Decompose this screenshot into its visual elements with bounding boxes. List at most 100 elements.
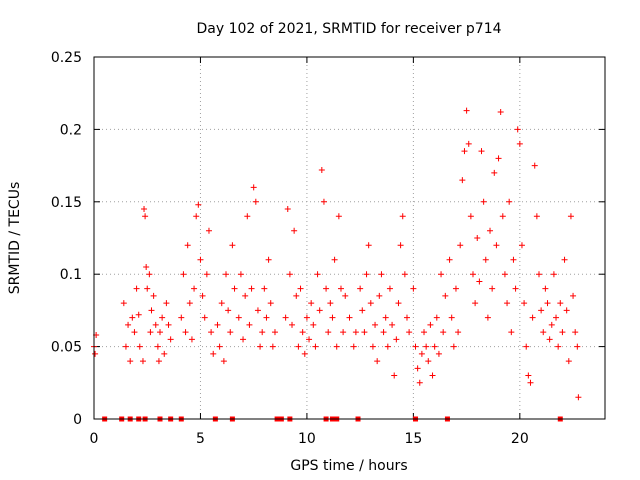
data-point bbox=[567, 213, 574, 220]
data-point bbox=[525, 372, 532, 379]
data-point bbox=[335, 213, 342, 220]
data-point bbox=[152, 321, 159, 328]
data-point bbox=[197, 256, 204, 263]
data-point bbox=[143, 263, 150, 270]
data-point bbox=[374, 358, 381, 365]
data-point bbox=[312, 343, 319, 350]
data-point bbox=[514, 126, 521, 133]
data-point bbox=[182, 329, 189, 336]
data-point bbox=[521, 300, 528, 307]
data-point bbox=[538, 307, 545, 314]
data-point bbox=[184, 242, 191, 249]
data-point bbox=[542, 285, 549, 292]
data-point bbox=[463, 107, 470, 114]
data-point bbox=[527, 379, 534, 386]
data-point bbox=[467, 213, 474, 220]
data-point bbox=[235, 314, 242, 321]
data-point bbox=[286, 271, 293, 278]
data-point bbox=[148, 307, 155, 314]
data-point bbox=[325, 329, 332, 336]
data-point bbox=[506, 198, 513, 205]
data-point bbox=[237, 271, 244, 278]
data-point bbox=[223, 271, 230, 278]
data-point bbox=[369, 343, 376, 350]
data-point bbox=[146, 271, 153, 278]
data-point bbox=[167, 336, 174, 343]
data-point bbox=[357, 285, 364, 292]
data-point bbox=[478, 148, 485, 155]
data-point bbox=[393, 336, 400, 343]
data-point bbox=[122, 343, 129, 350]
data-point bbox=[570, 292, 577, 299]
data-point bbox=[480, 198, 487, 205]
data-point bbox=[438, 271, 445, 278]
data-points bbox=[91, 107, 582, 422]
data-point bbox=[367, 300, 374, 307]
data-point bbox=[429, 372, 436, 379]
data-point bbox=[216, 343, 223, 350]
data-point bbox=[512, 285, 519, 292]
data-point bbox=[246, 321, 253, 328]
data-point bbox=[208, 329, 215, 336]
data-point bbox=[459, 177, 466, 184]
y-tick-label: 0.1 bbox=[60, 267, 82, 283]
data-point bbox=[257, 343, 264, 350]
data-point bbox=[386, 285, 393, 292]
data-point bbox=[544, 300, 551, 307]
data-point bbox=[484, 314, 491, 321]
data-point bbox=[293, 292, 300, 299]
data-point bbox=[574, 343, 581, 350]
data-point bbox=[399, 213, 406, 220]
data-point bbox=[295, 343, 302, 350]
data-point bbox=[457, 242, 464, 249]
data-point bbox=[342, 292, 349, 299]
data-point bbox=[240, 336, 247, 343]
data-point bbox=[139, 358, 146, 365]
data-point bbox=[191, 285, 198, 292]
data-point bbox=[254, 307, 261, 314]
data-point bbox=[427, 321, 434, 328]
data-point bbox=[261, 285, 268, 292]
data-point bbox=[497, 109, 504, 116]
data-point bbox=[163, 300, 170, 307]
data-point bbox=[452, 285, 459, 292]
data-point bbox=[316, 307, 323, 314]
data-point bbox=[359, 307, 366, 314]
data-point bbox=[489, 285, 496, 292]
data-point bbox=[271, 329, 278, 336]
data-point bbox=[263, 314, 270, 321]
y-tick-label: 0.2 bbox=[60, 122, 82, 138]
x-tick-label: 10 bbox=[298, 431, 316, 447]
data-point bbox=[548, 321, 555, 328]
data-point bbox=[188, 336, 195, 343]
chart-title: Day 102 of 2021, SRMTID for receiver p71… bbox=[196, 21, 501, 37]
y-tick-label: 0.15 bbox=[51, 195, 82, 211]
y-tick-label: 0.05 bbox=[51, 340, 82, 356]
data-point bbox=[563, 307, 570, 314]
data-point bbox=[135, 311, 142, 318]
data-point bbox=[227, 329, 234, 336]
data-point bbox=[282, 314, 289, 321]
data-point bbox=[376, 292, 383, 299]
data-point bbox=[406, 329, 413, 336]
data-point bbox=[150, 292, 157, 299]
data-point bbox=[403, 314, 410, 321]
data-point bbox=[493, 242, 500, 249]
data-point bbox=[323, 285, 330, 292]
data-point bbox=[482, 256, 489, 263]
data-point bbox=[141, 206, 148, 213]
data-point bbox=[340, 329, 347, 336]
data-point bbox=[418, 350, 425, 357]
data-point bbox=[320, 198, 327, 205]
data-point bbox=[531, 162, 538, 169]
data-point bbox=[284, 206, 291, 213]
data-point bbox=[508, 329, 515, 336]
data-point bbox=[231, 285, 238, 292]
x-tick-label: 0 bbox=[90, 431, 99, 447]
data-point bbox=[178, 314, 185, 321]
data-point bbox=[318, 166, 325, 173]
data-point bbox=[446, 256, 453, 263]
data-point bbox=[472, 300, 479, 307]
data-point bbox=[550, 271, 557, 278]
data-point bbox=[455, 329, 462, 336]
